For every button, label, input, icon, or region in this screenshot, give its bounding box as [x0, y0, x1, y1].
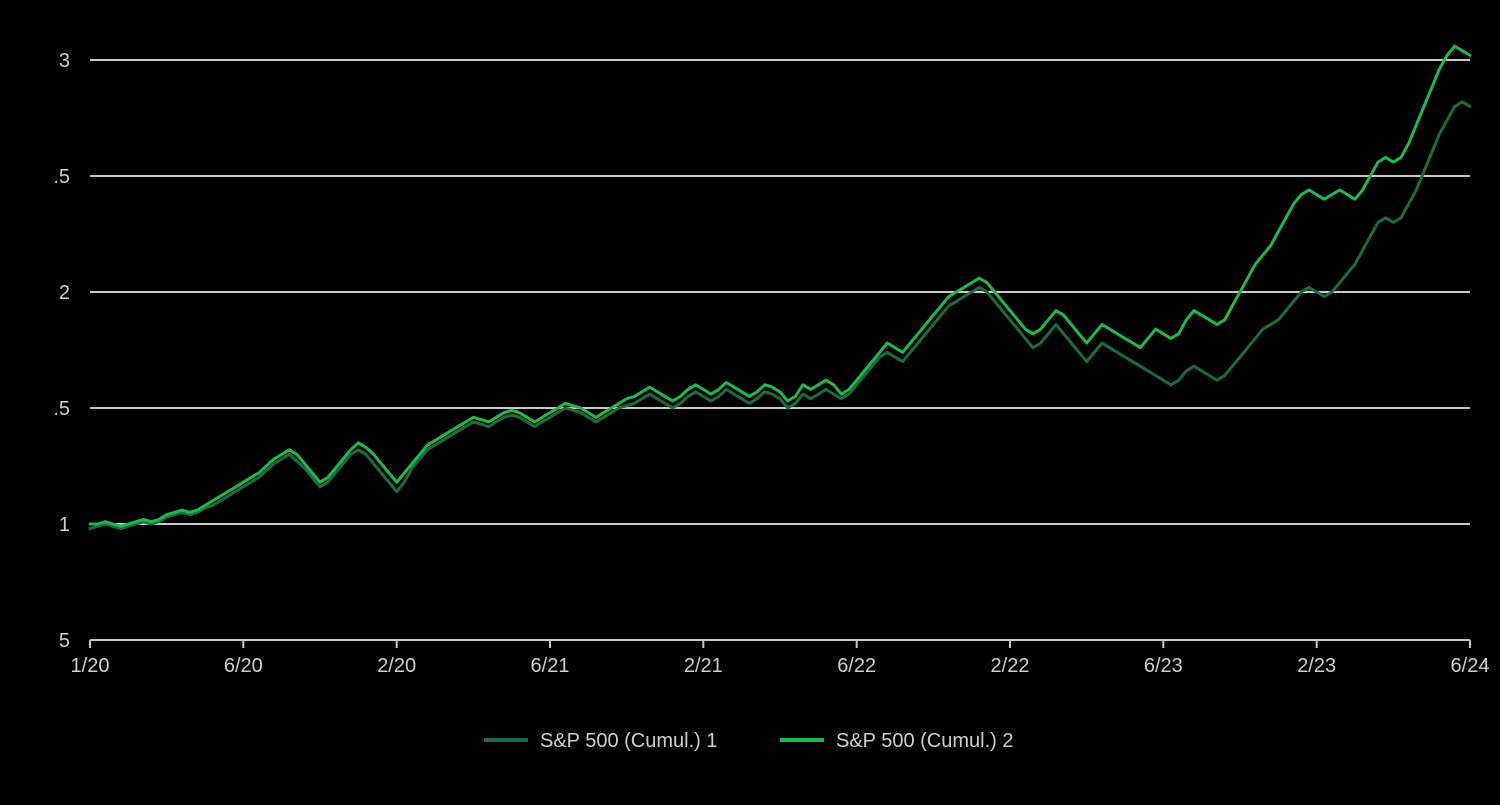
x-tick-label: 1/20: [71, 655, 110, 677]
x-tick-label: 2/23: [1297, 655, 1336, 677]
x-tick-label: 2/22: [991, 655, 1030, 677]
x-tick-label: 6/24: [1451, 655, 1490, 677]
x-tick-label: 6/23: [1144, 655, 1183, 677]
line-chart: 5 1 .5 2 .5 3 1/20 6/20 2/20 6/21 2/21 6/22 2/22 6/23…: [0, 0, 1500, 805]
x-tick-label: 2/20: [377, 655, 416, 677]
x-tick-label: 6/21: [531, 655, 570, 677]
series-line-1: [90, 46, 1470, 526]
x-tick-label: 6/20: [224, 655, 263, 677]
y-tick-label: 3: [59, 50, 70, 72]
y-tick-label: .5: [53, 166, 70, 188]
y-tick-label: 1: [59, 514, 70, 536]
x-tick-label: 6/22: [837, 655, 876, 677]
y-tick-label: .5: [53, 398, 70, 420]
series-line-0: [90, 102, 1470, 529]
y-tick-label: 5: [59, 630, 70, 652]
y-tick-label: 2: [59, 282, 70, 304]
x-tick-label: 2/21: [684, 655, 723, 677]
legend-label: S&P 500 (Cumul.) 1: [540, 730, 718, 752]
legend-label: S&P 500 (Cumul.) 2: [836, 730, 1014, 752]
